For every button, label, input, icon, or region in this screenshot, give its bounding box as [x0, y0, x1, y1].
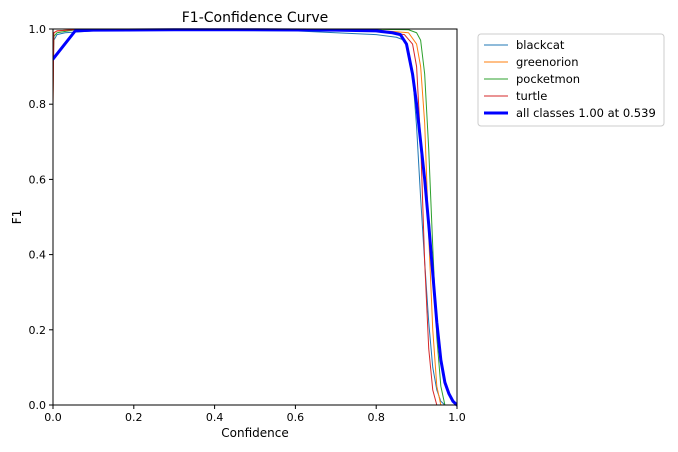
y-tick-label: 1.0	[29, 23, 47, 36]
series-line-pocketmon	[53, 28, 446, 406]
series-line-greenorion	[53, 28, 442, 406]
series-line-turtle	[53, 28, 438, 406]
chart-title: F1-Confidence Curve	[182, 10, 328, 26]
x-tick-label: 0.0	[44, 411, 62, 424]
series-line-blackcat	[53, 29, 446, 406]
y-tick-label: 0.8	[29, 98, 47, 111]
y-axis-ticks: 0.0 0.2 0.4 0.6 0.8 1.0	[29, 23, 53, 412]
x-tick-label: 0.4	[206, 411, 224, 424]
y-tick-label: 0.0	[29, 399, 47, 412]
plot-lines	[53, 28, 457, 407]
x-tick-label: 0.6	[287, 411, 305, 424]
x-axis-label: Confidence	[221, 426, 288, 440]
legend-entry: greenorion	[516, 55, 579, 69]
y-tick-label: 0.4	[29, 249, 47, 262]
plot-frame	[52, 28, 458, 406]
legend-entry: pocketmon	[516, 72, 580, 86]
legend-entry: turtle	[516, 89, 547, 103]
legend-box	[477, 33, 665, 127]
legend-entry: blackcat	[516, 38, 565, 52]
x-tick-label: 1.0	[448, 411, 466, 424]
legend: blackcat greenorion pocketmon turtle all cla…	[477, 33, 665, 127]
y-axis-label: F1	[10, 210, 24, 225]
x-tick-label: 0.8	[367, 411, 385, 424]
series-line-all	[53, 28, 457, 407]
y-tick-label: 0.6	[29, 173, 47, 186]
x-axis-ticks: 0.0 0.2 0.4 0.6 0.8 1.0	[44, 405, 466, 424]
y-tick-label: 0.2	[29, 324, 47, 337]
x-tick-label: 0.2	[125, 411, 143, 424]
legend-entry: all classes 1.00 at 0.539	[516, 106, 656, 120]
